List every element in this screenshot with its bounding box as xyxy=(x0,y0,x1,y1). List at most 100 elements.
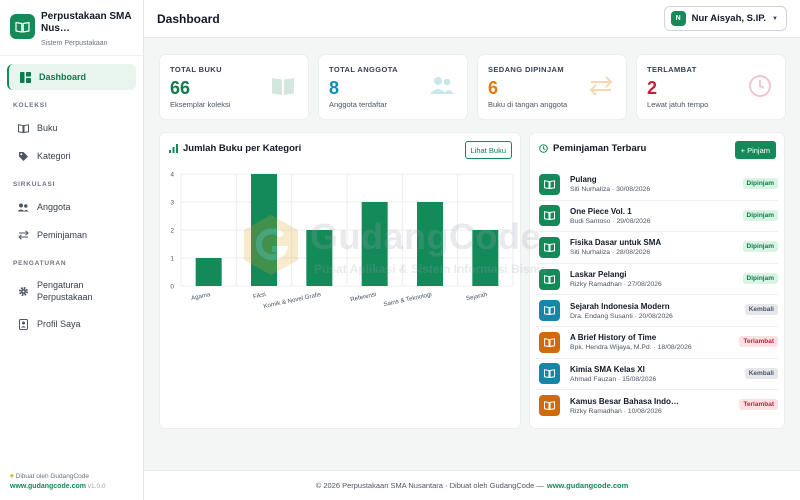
swap-icon xyxy=(589,76,613,96)
sidebar-item-peminjaman[interactable]: Peminjaman xyxy=(7,222,136,248)
swap-icon xyxy=(16,228,30,242)
status-badge: Terlambat xyxy=(739,399,778,411)
chevron-down-icon: ▼ xyxy=(772,15,778,22)
brand-subtitle: Sistem Perpustakaan xyxy=(41,40,108,47)
sidebar-item-anggota[interactable]: Anggota xyxy=(7,194,136,220)
sidebar-item-buku[interactable]: Buku xyxy=(7,115,136,141)
loan-row[interactable]: Kamus Besar Bahasa Indo… Rizky Ramadhan ·… xyxy=(536,390,778,422)
stat-subtitle: Buku di tangan anggota xyxy=(488,100,568,109)
view-books-button[interactable]: Lihat Buku xyxy=(464,141,512,159)
stat-card-terlambat: TERLAMBAT 2 Lewat jatuh tempo xyxy=(636,54,786,120)
loan-meta: Rizky Ramadhan · 10/08/2026 xyxy=(570,407,662,415)
y-tick-label: 1 xyxy=(170,256,174,263)
x-tick-label: Fiksi xyxy=(253,291,267,300)
book-icon xyxy=(539,363,560,385)
y-tick-label: 3 xyxy=(170,200,174,207)
stat-subtitle: Anggota terdaftar xyxy=(329,100,387,109)
status-badge: Dipinjam xyxy=(742,241,778,253)
users-icon xyxy=(16,200,30,214)
loan-title: One Piece Vol. 1 xyxy=(570,206,632,216)
bar[interactable] xyxy=(361,202,388,286)
sidebar-item-pengaturan[interactable]: Pengaturan Perpustakaan xyxy=(7,273,136,309)
recent-loans-title: Peminjaman Terbaru xyxy=(539,143,646,154)
footer-text: © 2026 Perpustakaan SMA Nusantara · Dibu… xyxy=(315,481,544,490)
loan-title: Pulang xyxy=(570,175,597,185)
chart-panel: Jumlah Buku per Kategori Lihat Buku 0 1 2 3… xyxy=(159,132,521,429)
loan-title: Fisika Dasar untuk SMA xyxy=(570,238,662,248)
bar[interactable] xyxy=(306,230,333,286)
stat-card-sedang-dipinjam: SEDANG DIPINJAM 6 Buku di tangan anggota xyxy=(477,54,627,120)
brand-title: Perpustakaan SMA Nus… xyxy=(41,11,132,34)
sidebar-nav: Dashboard KOLEKSI Buku Kategori SIRKULAS… xyxy=(0,56,143,337)
stat-value: 8 xyxy=(329,78,340,98)
nav-section-sirkulasi: SIRKULASI xyxy=(13,181,56,188)
made-by-text: Dibuat oleh GudangCode xyxy=(15,473,90,480)
bar[interactable] xyxy=(251,174,277,286)
loan-row[interactable]: Sejarah Indonesia Modern Dra. Endang Susa… xyxy=(536,295,778,327)
loan-meta: Siti Nurhaliza · 28/08/2026 xyxy=(570,249,651,257)
loan-row[interactable]: Kimia SMA Kelas XI Ahmad Fauzan · 15/08/2… xyxy=(536,359,778,391)
status-badge: Dipinjam xyxy=(742,272,778,284)
sidebar-item-kategori[interactable]: Kategori xyxy=(7,143,136,169)
add-loan-button[interactable]: + Pinjam xyxy=(734,141,776,159)
book-icon xyxy=(539,395,560,417)
sidebar-item-label: Peminjaman xyxy=(37,230,88,240)
bar[interactable] xyxy=(195,258,222,286)
sidebar: Perpustakaan SMA Nus… Sistem Perpustakaa… xyxy=(0,0,144,500)
sidebar-item-label: Dashboard xyxy=(39,72,87,82)
version-text: v1.0.0 xyxy=(87,483,106,490)
stat-value: 66 xyxy=(170,78,191,98)
brand[interactable]: Perpustakaan SMA Nus… Sistem Perpustakaa… xyxy=(0,0,143,56)
dashboard-icon xyxy=(18,70,32,84)
bar[interactable] xyxy=(417,202,443,286)
clock-icon xyxy=(749,75,771,97)
sidebar-item-label: Pengaturan xyxy=(37,280,84,290)
sidebar-item-label: Kategori xyxy=(37,151,71,161)
loan-title: A Brief History of Time xyxy=(570,333,657,343)
stat-value: 2 xyxy=(647,78,658,98)
stat-value: 6 xyxy=(488,78,499,98)
bar[interactable] xyxy=(472,230,499,286)
book-icon xyxy=(16,121,30,135)
loan-meta: Budi Santoso · 29/08/2026 xyxy=(570,217,651,225)
loan-title: Laskar Pelangi xyxy=(570,270,627,280)
sidebar-item-profil[interactable]: Profil Saya xyxy=(7,311,136,337)
bar-chart-icon xyxy=(169,144,178,153)
top-header: Dashboard N Nur Aisyah, S.IP. ▼ xyxy=(144,0,800,38)
loan-meta: Siti Nurhaliza · 30/08/2026 xyxy=(570,186,651,194)
loan-row[interactable]: Laskar Pelangi Rizky Ramadhan · 27/08/202… xyxy=(536,264,778,296)
status-badge: Dipinjam xyxy=(742,209,778,221)
stat-card-total-anggota: TOTAL ANGGOTA 8 Anggota terdaftar xyxy=(318,54,468,120)
nav-section-pengaturan: PENGATURAN xyxy=(13,260,67,267)
gear-icon xyxy=(16,284,30,298)
y-tick-label: 2 xyxy=(170,228,174,235)
recent-loans-panel: Peminjaman Terbaru + Pinjam Pulang Siti N… xyxy=(529,132,785,429)
stat-label: TOTAL ANGGOTA xyxy=(329,65,398,74)
stat-label: TERLAMBAT xyxy=(647,65,697,74)
loan-list: Pulang Siti Nurhaliza · 30/08/2026 Dipinja… xyxy=(536,169,778,422)
footer-link[interactable]: www.gudangcode.com xyxy=(546,481,629,490)
sidebar-footer: ♥ Dibuat oleh GudangCode www.gudangcode.… xyxy=(10,472,106,492)
book-icon xyxy=(272,78,294,95)
loan-row[interactable]: One Piece Vol. 1 Budi Santoso · 29/08/202… xyxy=(536,201,778,233)
page-footer: © 2026 Perpustakaan SMA Nusantara · Dibu… xyxy=(144,470,800,500)
status-badge: Terlambat xyxy=(739,335,778,347)
sidebar-item-dashboard[interactable]: Dashboard xyxy=(7,64,136,90)
tag-icon xyxy=(16,149,30,163)
sidebar-footer-link[interactable]: www.gudangcode.com xyxy=(10,483,86,490)
loan-row[interactable]: Pulang Siti Nurhaliza · 30/08/2026 Dipinja… xyxy=(536,169,778,201)
status-badge: Dipinjam xyxy=(742,178,778,189)
stat-subtitle: Lewat jatuh tempo xyxy=(647,100,709,109)
user-menu-button[interactable]: N Nur Aisyah, S.IP. ▼ xyxy=(663,6,787,31)
page-title: Dashboard xyxy=(157,12,220,26)
loan-row[interactable]: A Brief History of Time Bpk. Hendra Wijay… xyxy=(536,327,778,359)
stat-label: SEDANG DIPINJAM xyxy=(488,65,565,74)
book-icon xyxy=(539,331,560,353)
users-icon xyxy=(430,77,454,94)
x-tick-label: Komik & Novel Grafis xyxy=(263,291,322,310)
sidebar-item-label: Profil Saya xyxy=(37,319,81,329)
book-icon xyxy=(539,236,560,258)
x-tick-label: Referensi xyxy=(350,291,377,303)
loan-row[interactable]: Fisika Dasar untuk SMA Siti Nurhaliza · 2… xyxy=(536,232,778,264)
